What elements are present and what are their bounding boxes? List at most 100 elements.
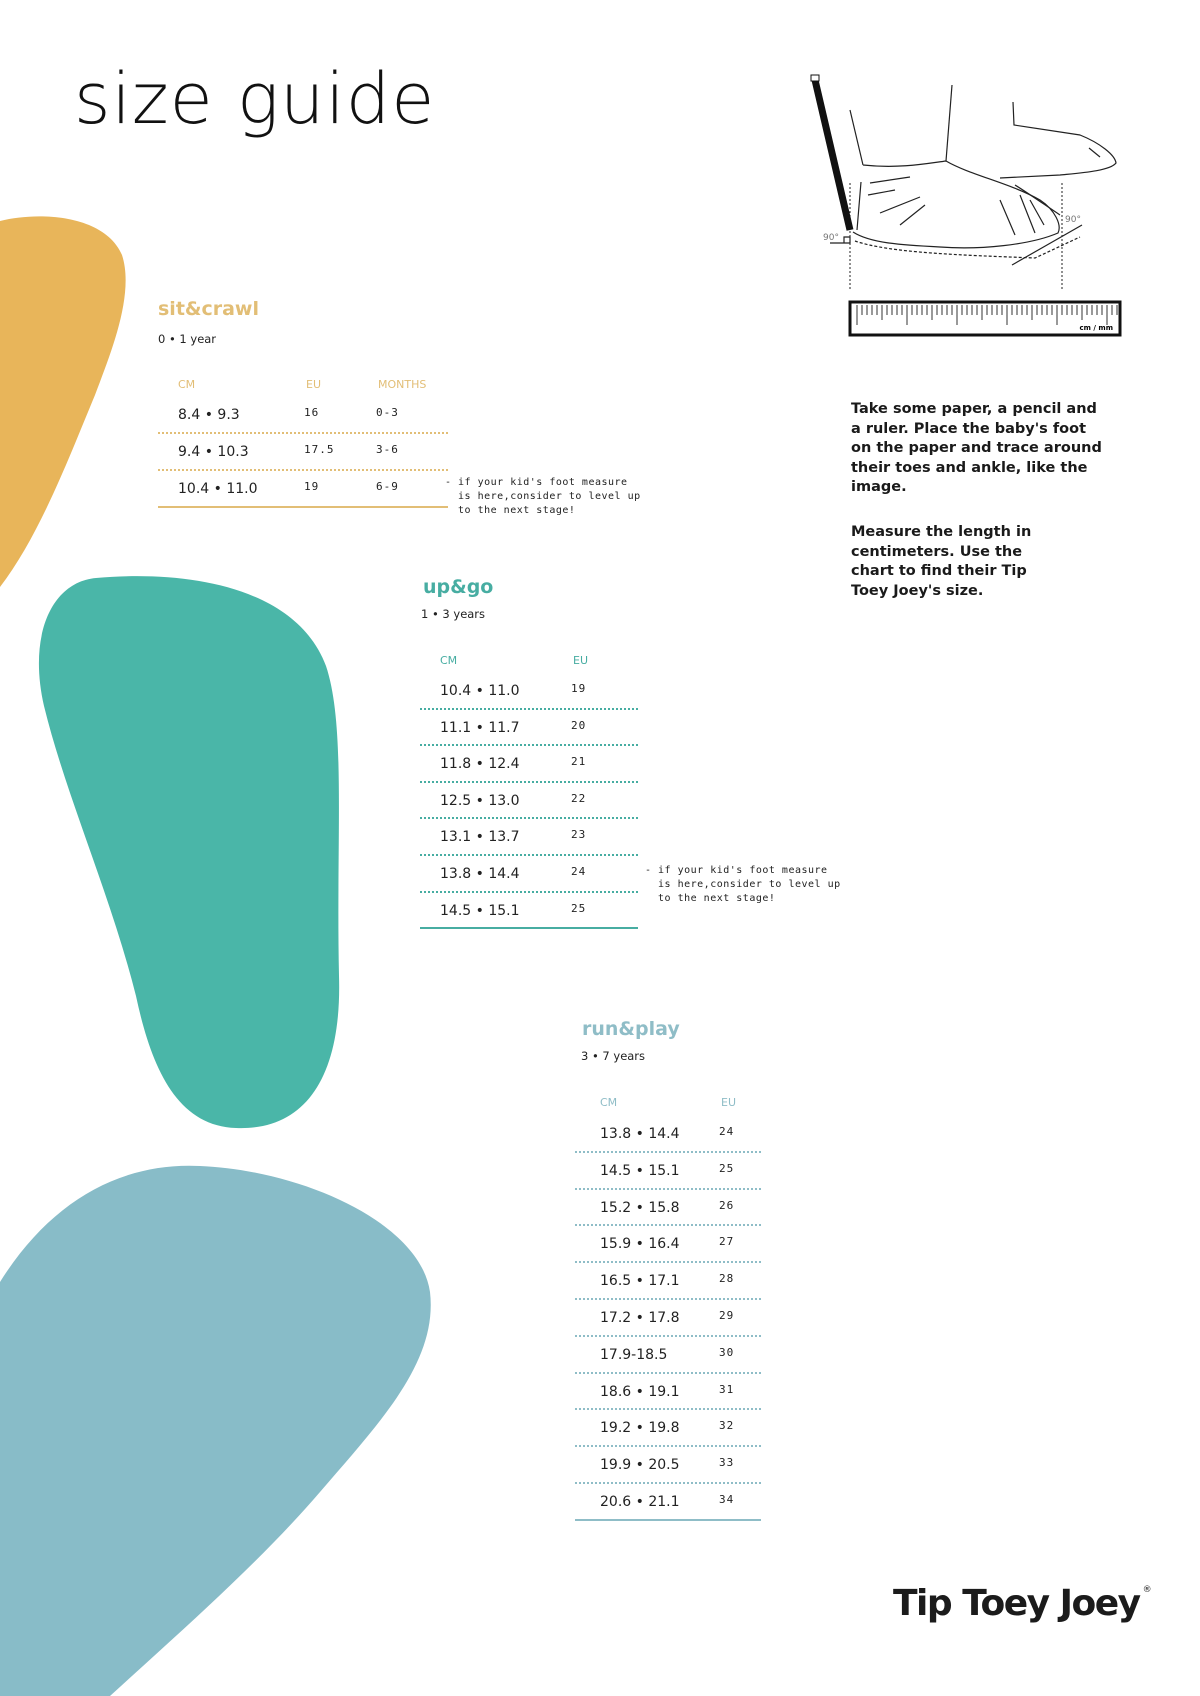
ruler-label: cm / mm [1080, 324, 1113, 332]
cm-range: 11.1 • 11.7 [440, 719, 520, 736]
cm-range: 10.4 • 11.0 [178, 481, 258, 497]
column-header: MONTHS [378, 378, 427, 391]
row-divider [420, 744, 638, 747]
eu-size: 19 [571, 682, 587, 695]
age-range-run-play: 3 • 7 years [581, 1049, 646, 1063]
column-header: CM [178, 378, 196, 391]
table-row: 11.8 • 12.4 21 [420, 746, 638, 783]
cm-range: 13.8 • 14.4 [440, 866, 520, 882]
cm-range: 12.5 • 13.0 [440, 792, 520, 809]
cm-range: 14.5 • 15.1 [440, 902, 520, 919]
foot-measuring-illustration: 90° 90° cm / mm [810, 74, 1122, 337]
eu-size: 34 [719, 1493, 735, 1506]
row-divider [158, 469, 448, 471]
blue-blob [0, 1165, 431, 1696]
eu-size: 25 [719, 1161, 735, 1175]
angle-left-label: 90° [823, 233, 839, 243]
cm-range: 13.1 • 13.7 [440, 829, 520, 846]
registered-mark: ® [1142, 1585, 1152, 1595]
table-row: 15.2 • 15.8 26 [575, 1190, 761, 1227]
cm-range: 15.9 • 16.4 [600, 1236, 680, 1253]
table-row: 11.1 • 11.7 20 [420, 710, 638, 747]
eu-size: 17.5 [304, 443, 335, 456]
table-row: 9.4 • 10.3 17.5 3-6 [158, 434, 448, 471]
level-up-note-up-go: - if your kid's foot measure is here,con… [645, 865, 841, 904]
green-blob [38, 576, 340, 1129]
table-row: 18.6 • 19.1 31 [575, 1374, 761, 1411]
table-row: 13.8 • 14.4 24 [420, 856, 638, 893]
column-header: CM [600, 1096, 618, 1109]
row-divider [575, 1261, 761, 1264]
eu-size: 26 [719, 1198, 735, 1212]
age-range-up-go: 1 • 3 years [421, 607, 486, 621]
cm-range: 13.8 • 14.4 [600, 1126, 680, 1142]
table-row: 13.8 • 14.4 24 [575, 1116, 761, 1153]
table-row: 8.4 • 9.3 16 0-3 [158, 397, 448, 434]
table-row: 15.9 • 16.4 27 [575, 1226, 761, 1264]
table-row: 19.2 • 19.8 32 [575, 1410, 761, 1448]
table-row: 12.5 • 13.0 22 [420, 783, 638, 820]
eu-size: 29 [719, 1309, 735, 1322]
size-table-run-play: CM EU 13.8 • 14.4 24 14.5 • 15.1 25 15.2 • 15.… [575, 1088, 761, 1521]
row-divider [575, 1334, 761, 1337]
brand-logo: Tip Toey Joey ® [893, 1583, 1152, 1624]
size-table-up-go: CM EU 10.4 • 11.0 19 11.1 • 11.7 20 11.8 • 12.… [420, 646, 638, 930]
months-range: 0-3 [376, 406, 399, 419]
row-divider [575, 1408, 761, 1411]
table-bottom-rule [158, 506, 448, 508]
table-row: 16.5 • 17.1 28 [575, 1263, 761, 1300]
table-row: 14.5 • 15.1 25 [420, 893, 638, 930]
cm-range: 17.2 • 17.8 [600, 1310, 680, 1326]
table-row: 14.5 • 15.1 25 [575, 1153, 761, 1190]
row-divider [420, 707, 638, 710]
brand-name: Tip Toey Joey [893, 1583, 1141, 1624]
table-row: 10.4 • 11.0 19 6-9 [158, 471, 448, 508]
cm-range: 19.2 • 19.8 [600, 1420, 680, 1437]
cm-range: 14.5 • 15.1 [600, 1162, 680, 1179]
eu-size: 22 [571, 791, 587, 805]
table-row: 17.2 • 17.8 29 [575, 1300, 761, 1337]
angle-right-label: 90° [1065, 215, 1081, 225]
table-row: 17.9-18.5 30 [575, 1337, 761, 1374]
cm-range: 9.4 • 10.3 [178, 444, 249, 460]
cm-range: 11.8 • 12.4 [440, 756, 520, 773]
cm-range: 18.6 • 19.1 [600, 1383, 680, 1400]
row-divider [420, 853, 638, 856]
section-title-run-play: run&play [582, 1018, 680, 1040]
eu-size: 30 [719, 1345, 735, 1359]
cm-range: 19.9 • 20.5 [600, 1457, 680, 1474]
eu-size: 19 [304, 480, 320, 493]
section-title-sit-crawl: sit&crawl [158, 298, 259, 320]
section-title-up-go: up&go [423, 576, 494, 598]
row-divider [575, 1371, 761, 1374]
eu-size: 31 [719, 1382, 735, 1396]
eu-size: 21 [571, 755, 587, 769]
eu-size: 20 [571, 718, 587, 732]
gold-blob [0, 216, 126, 588]
eu-size: 32 [719, 1419, 735, 1433]
table-bottom-rule [575, 1518, 761, 1521]
eu-size: 23 [571, 828, 587, 842]
row-divider [420, 780, 638, 783]
column-header: EU [306, 378, 322, 391]
column-header: EU [573, 654, 589, 667]
table-bottom-rule [420, 927, 638, 930]
cm-range: 16.5 • 17.1 [600, 1273, 680, 1290]
cm-range: 20.6 • 21.1 [600, 1494, 680, 1510]
page-title: size guide [74, 58, 436, 140]
eu-size: 25 [571, 901, 587, 915]
row-divider [158, 432, 448, 434]
eu-size: 27 [719, 1235, 735, 1249]
table-row: 19.9 • 20.5 33 [575, 1447, 761, 1484]
cm-range: 15.2 • 15.8 [600, 1199, 680, 1216]
eu-size: 24 [571, 865, 587, 878]
age-range-sit-crawl: 0 • 1 year [158, 332, 217, 346]
instructions-paragraph-2: Measure the length in centimeters. Use t… [851, 524, 1032, 599]
table-row: 13.1 • 13.7 23 [420, 819, 638, 856]
table-row: 20.6 • 21.1 34 [575, 1484, 761, 1521]
eu-size: 16 [304, 406, 320, 419]
row-divider [575, 1187, 761, 1190]
level-up-note-sit-crawl: - if your kid's foot measure is here,con… [445, 477, 641, 516]
row-divider [575, 1297, 761, 1300]
size-table-sit-crawl: CM EU MONTHS 8.4 • 9.3 16 0-3 9.4 • 10.3 17.5 3-… [158, 370, 448, 508]
